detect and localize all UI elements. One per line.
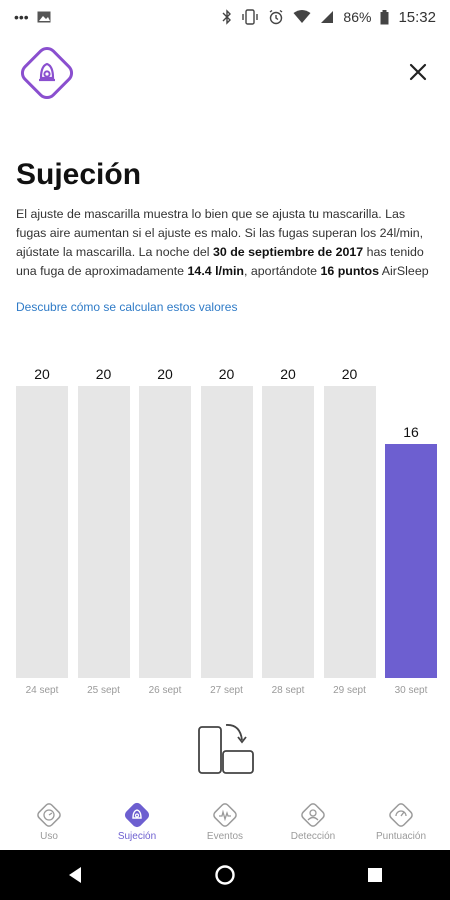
chart-bar[interactable]	[200, 386, 253, 678]
bar-date-label: 24 sept	[25, 685, 59, 696]
chart-bar[interactable]	[139, 386, 191, 678]
tab-uso[interactable]: Uso	[6, 800, 92, 850]
vibrate-icon	[242, 9, 259, 25]
chart-bar[interactable]	[385, 444, 437, 678]
description-date: 30 de septiembre de 2017	[213, 245, 364, 259]
usage-icon	[37, 803, 61, 827]
description-text-1: El ajuste de mascarilla muestra lo bien …	[16, 207, 424, 259]
tab-puntuacion[interactable]: Puntuación	[358, 800, 444, 850]
bar-value-label: 20	[218, 366, 235, 382]
airsense-logo-icon	[20, 46, 74, 100]
recents-icon	[368, 868, 382, 882]
recents-button[interactable]	[355, 855, 395, 895]
bar-value-label: 20	[280, 366, 296, 382]
description-text-4: AirSleep	[379, 264, 429, 278]
close-button[interactable]	[404, 58, 432, 86]
rotate-screen-icon[interactable]	[196, 718, 256, 778]
more-dots-icon: •••	[14, 9, 29, 25]
bar-value-label: 16	[403, 424, 419, 441]
chart-bar[interactable]	[77, 386, 130, 678]
tab-sujecion[interactable]: Sujeción	[94, 800, 180, 850]
tab-label: Sujeción	[117, 831, 157, 842]
tab-label: Uso	[40, 831, 58, 842]
tab-label: Eventos	[206, 831, 244, 842]
chart-bar[interactable]	[16, 386, 68, 678]
android-nav-bar	[0, 850, 450, 900]
tab-label: Puntuación	[375, 831, 427, 842]
clock: 15:32	[398, 8, 436, 26]
tab-eventos[interactable]: Eventos	[182, 800, 268, 850]
page-title: Sujeción	[16, 158, 142, 191]
bar-date-label: 27 sept	[210, 685, 243, 696]
bottom-tab-bar: Uso Sujeción Eventos Detección Puntuació…	[0, 800, 450, 850]
events-icon	[213, 803, 237, 827]
back-icon	[69, 867, 81, 883]
close-icon	[409, 63, 427, 81]
bar-date-label: 26 sept	[148, 685, 182, 696]
chart-bar[interactable]	[262, 386, 314, 678]
bar-date-label: 28 sept	[271, 685, 305, 696]
signal-icon	[321, 11, 334, 23]
bar-date-label: 29 sept	[333, 685, 366, 696]
alarm-icon	[270, 9, 283, 25]
status-bar: ••• 86% 15:32	[0, 0, 450, 34]
learn-more-link[interactable]: Descubre cómo se calculan estos valores	[16, 300, 238, 314]
home-icon	[215, 865, 235, 885]
back-button[interactable]	[55, 855, 95, 895]
bar-value-label: 20	[157, 366, 173, 382]
score-icon	[389, 803, 413, 827]
wifi-icon	[293, 10, 311, 23]
battery-level: 86%	[343, 9, 372, 25]
description-points: 16 puntos	[320, 264, 380, 278]
tab-deteccion[interactable]: Detección	[270, 800, 356, 850]
bar-date-label: 25 sept	[87, 685, 120, 696]
chart-bar[interactable]	[323, 386, 376, 678]
detection-icon	[301, 803, 325, 827]
bar-value-label: 20	[95, 366, 112, 382]
mask-seal-icon	[124, 802, 150, 828]
battery-icon	[380, 9, 389, 24]
bar-value-label: 20	[34, 366, 50, 382]
bluetooth-icon	[222, 9, 232, 25]
bar-value-label: 20	[341, 366, 358, 382]
description-leak: 14.4 l/min	[187, 264, 245, 278]
bar-date-label: 30 sept	[394, 685, 428, 696]
status-left: •••	[14, 10, 51, 24]
status-right: 86% 15:32	[222, 9, 436, 26]
tab-label: Detección	[290, 831, 336, 842]
description-text-3: , aportándote	[244, 264, 321, 278]
image-icon	[37, 11, 51, 23]
leak-bar-chart: 20 24 sept 20 25 sept 20 26 sept 20 27 sept 20 28…	[16, 360, 437, 700]
description-text-2: has tenido una fuga de aproximadamente	[16, 245, 424, 278]
description: El ajuste de mascarilla muestra lo bien …	[16, 205, 436, 281]
home-button[interactable]	[205, 855, 245, 895]
